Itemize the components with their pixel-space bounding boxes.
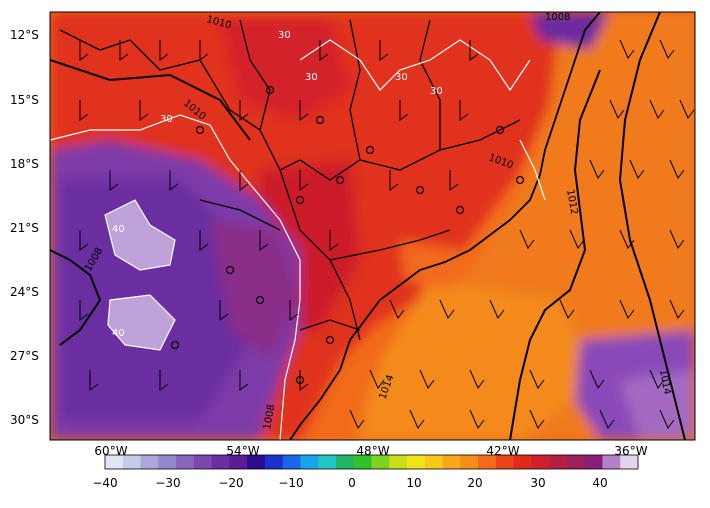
colorbar (105, 455, 639, 469)
temp-label: 30 (430, 86, 443, 97)
colorbar-tick: 10 (406, 476, 422, 490)
colorbar-swatch (176, 455, 195, 469)
lon-label-48w: 48°W (356, 444, 390, 458)
colorbar-tick: −10 (278, 476, 304, 490)
colorbar-tick: −40 (92, 476, 118, 490)
lat-label-12s: 12°S (10, 28, 39, 42)
lat-label-27s: 27°S (10, 349, 39, 363)
colorbar-swatch (602, 455, 621, 469)
temp-label: 40 (112, 224, 125, 235)
isobar-label: 1008 (262, 404, 277, 431)
colorbar-swatch (478, 455, 497, 469)
lon-label-42w: 42°W (486, 444, 520, 458)
colorbar-swatch (584, 455, 603, 469)
colorbar-swatch (158, 455, 177, 469)
colorbar-tick: 40 (592, 476, 608, 490)
colorbar-swatch (531, 455, 550, 469)
lon-label-54w: 54°W (226, 444, 260, 458)
colorbar-swatch (442, 455, 461, 469)
colorbar-tick: 30 (530, 476, 546, 490)
temp-label: 30 (160, 114, 173, 125)
temp-label: 30 (395, 72, 408, 83)
isobar-label: 1012 (564, 189, 579, 216)
colorbar-swatch (353, 455, 372, 469)
colorbar-tick: −30 (155, 476, 181, 490)
temperature-field (50, 12, 695, 440)
lat-label-24s: 24°S (10, 285, 39, 299)
colorbar-tick: 0 (348, 476, 356, 490)
colorbar-swatch (264, 455, 284, 469)
colorbar-swatch (140, 455, 159, 469)
lon-label-60w: 60°W (94, 444, 128, 458)
colorbar-swatch (335, 455, 355, 469)
colorbar-swatch (389, 455, 408, 469)
colorbar-swatch (620, 455, 639, 469)
colorbar-swatch (371, 455, 390, 469)
colorbar-tick: −20 (218, 476, 244, 490)
colorbar-swatch (282, 455, 301, 469)
colorbar-swatch (229, 455, 248, 469)
colorbar-tick: 20 (467, 476, 483, 490)
map-frame (49, 11, 696, 441)
isobar-label: 1008 (545, 12, 570, 23)
colorbar-swatch (211, 455, 230, 469)
colorbar-swatch (424, 455, 444, 469)
colorbar-swatch (513, 455, 532, 469)
colorbar-swatch (300, 455, 319, 469)
colorbar-swatch (105, 455, 124, 469)
lat-label-21s: 21°S (10, 221, 39, 235)
temperature-labels: 30 30 30 30 40 40 30 (112, 30, 443, 339)
temp-label: 30 (305, 72, 318, 83)
temp-label: 40 (112, 328, 125, 339)
colorbar-swatch (407, 455, 426, 469)
colorbar-swatch (122, 455, 142, 469)
colorbar-frame (104, 454, 639, 470)
lat-label-18s: 18°S (10, 157, 39, 171)
colorbar-swatch (566, 455, 586, 469)
colorbar-swatch (495, 455, 515, 469)
lon-label-36w: 36°W (614, 444, 648, 458)
colorbar-swatch (549, 455, 568, 469)
isobar-label: 1014 (657, 369, 672, 396)
colorbar-swatch (193, 455, 213, 469)
colorbar-swatch (247, 455, 266, 469)
colorbar-swatch (460, 455, 479, 469)
colorbar-swatch (318, 455, 337, 469)
lat-label-30s: 30°S (10, 413, 39, 427)
lat-label-15s: 15°S (10, 93, 39, 107)
temp-label: 30 (278, 30, 291, 41)
